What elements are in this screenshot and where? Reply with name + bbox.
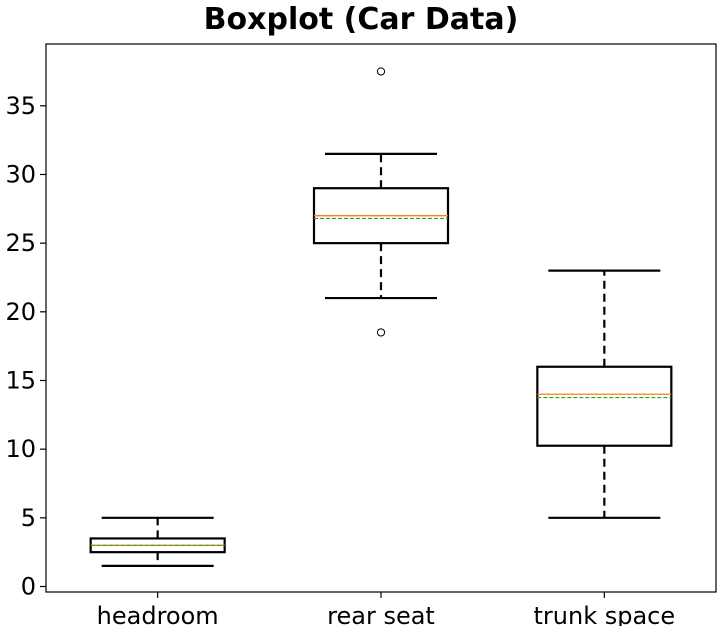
- plot-frame: [45, 43, 717, 593]
- y-tick-label: 20: [5, 298, 36, 326]
- y-tick-label: 10: [5, 435, 36, 463]
- y-tick-label: 30: [5, 160, 36, 188]
- y-tick-label: 25: [5, 229, 36, 257]
- x-axis: headroom rear seat trunk space: [97, 592, 675, 626]
- box-series: [89, 67, 673, 568]
- x-tick-label: headroom: [97, 602, 219, 626]
- chart-title: Boxplot (Car Data): [203, 2, 519, 37]
- box-headroom: [89, 516, 226, 568]
- x-tick-label: rear seat: [327, 602, 435, 626]
- box-trunk-space: [536, 269, 673, 519]
- x-tick-label: trunk space: [534, 602, 676, 626]
- box-rear-seat: [312, 67, 450, 337]
- outlier-point: [376, 328, 386, 337]
- iqr-box: [536, 365, 673, 447]
- y-tick-label: 0: [21, 573, 36, 601]
- outlier-point: [376, 67, 386, 76]
- y-tick-label: 5: [21, 504, 36, 532]
- plot-area-border: [45, 43, 717, 593]
- y-tick-label: 15: [5, 366, 36, 394]
- y-tick-label: 35: [5, 92, 36, 120]
- y-axis: 0 5 10 15 20 25 30 35: [5, 92, 46, 601]
